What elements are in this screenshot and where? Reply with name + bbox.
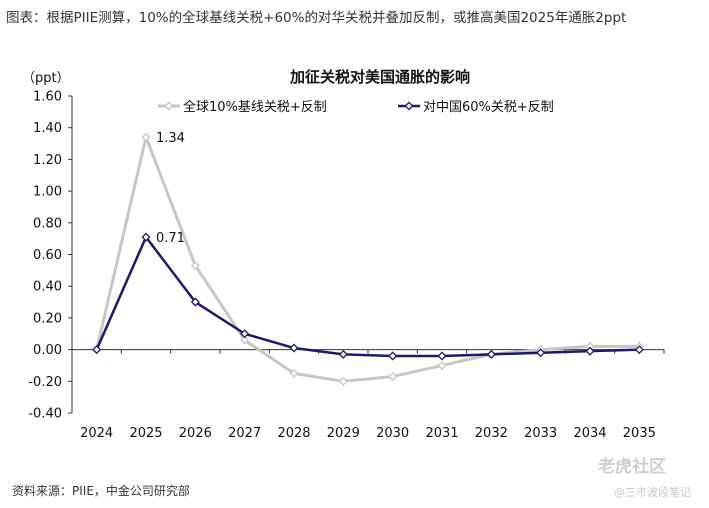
axes: -0.40 -0.20 0.00 0.20 0.40 0.60 0.80 1.00 1.20 1.…: [28, 90, 665, 441]
series-2-point: [141, 232, 151, 242]
series-1-point: [141, 132, 151, 142]
x-tick-label: 2028: [277, 426, 310, 441]
x-tick-label: 2031: [425, 426, 458, 441]
series-2-point: [585, 346, 595, 356]
y-tick-label: 1.20: [33, 153, 62, 168]
x-tick-label: 2034: [573, 426, 606, 441]
x-tick-label: 2029: [327, 426, 360, 441]
series-2-point: [437, 351, 447, 361]
data-label: 1.34: [156, 131, 185, 146]
series-line-2: [95, 235, 640, 358]
data-label: 0.71: [156, 231, 185, 246]
y-tick-label: 1.60: [33, 90, 62, 105]
series-2-point: [338, 349, 348, 359]
y-tick-label: 0.80: [33, 216, 62, 231]
series-line-1: [95, 135, 640, 383]
series-2-point: [486, 349, 496, 359]
legend-swatch-marker: [164, 101, 174, 111]
y-tick-label: -0.40: [28, 407, 62, 422]
y-tick-label: 0.00: [33, 343, 62, 358]
x-tick-label: 2026: [179, 426, 212, 441]
x-tick-label: 2024: [80, 426, 113, 441]
series-2-point: [536, 348, 546, 358]
x-tick-label: 2027: [228, 426, 261, 441]
series-2-point: [190, 297, 200, 307]
legend-label: 全球10%基线关税+反制: [183, 99, 327, 115]
y-tick-label: 1.40: [33, 121, 62, 136]
watermark-handle: @三市波段笔记: [614, 486, 691, 499]
y-tick-label: 0.60: [33, 248, 62, 263]
x-tick-label: 2025: [129, 426, 162, 441]
series-2-point: [289, 343, 299, 353]
watermark-logo: 老虎社区: [598, 457, 666, 477]
series-layer: [92, 132, 644, 386]
y-tick-label: -0.20: [28, 375, 62, 390]
series-1-point: [190, 261, 200, 271]
series-1-point: [240, 335, 250, 345]
series-2-point: [240, 329, 250, 339]
legend-label: 对中国60%关税+反制: [423, 100, 554, 115]
x-tick-label: 2030: [376, 426, 409, 441]
x-tick-label: 2032: [475, 426, 508, 441]
legend: 全球10%基线关税+反制 对中国60%关税+反制: [158, 99, 554, 115]
y-tick-label: 0.20: [33, 311, 62, 326]
series-1-point: [437, 360, 447, 370]
source-note: 资料来源：PIIE，中金公司研究部: [12, 484, 190, 498]
x-tick-label: 2035: [623, 426, 656, 441]
chart-title: 加征关税对美国通胀的影响: [289, 68, 470, 86]
y-axis-unit-label: （ppt）: [22, 71, 70, 86]
series-2-point: [92, 345, 102, 355]
series-1-point: [388, 372, 398, 382]
figure-caption: 图表：根据PIIE测算，10%的全球基线关税+60%的对华关税并叠加反制，或推高…: [6, 10, 627, 26]
x-tick-label: 2033: [524, 426, 557, 441]
legend-swatch-marker: [404, 101, 414, 111]
annotation-layer: 1.34 0.71: [156, 131, 185, 246]
series-1-point: [338, 376, 348, 386]
series-1-point: [289, 368, 299, 378]
series-2-point: [634, 345, 644, 355]
y-tick-label: 0.40: [33, 280, 62, 295]
y-tick-label: 1.00: [33, 185, 62, 200]
series-2-point: [388, 351, 398, 361]
